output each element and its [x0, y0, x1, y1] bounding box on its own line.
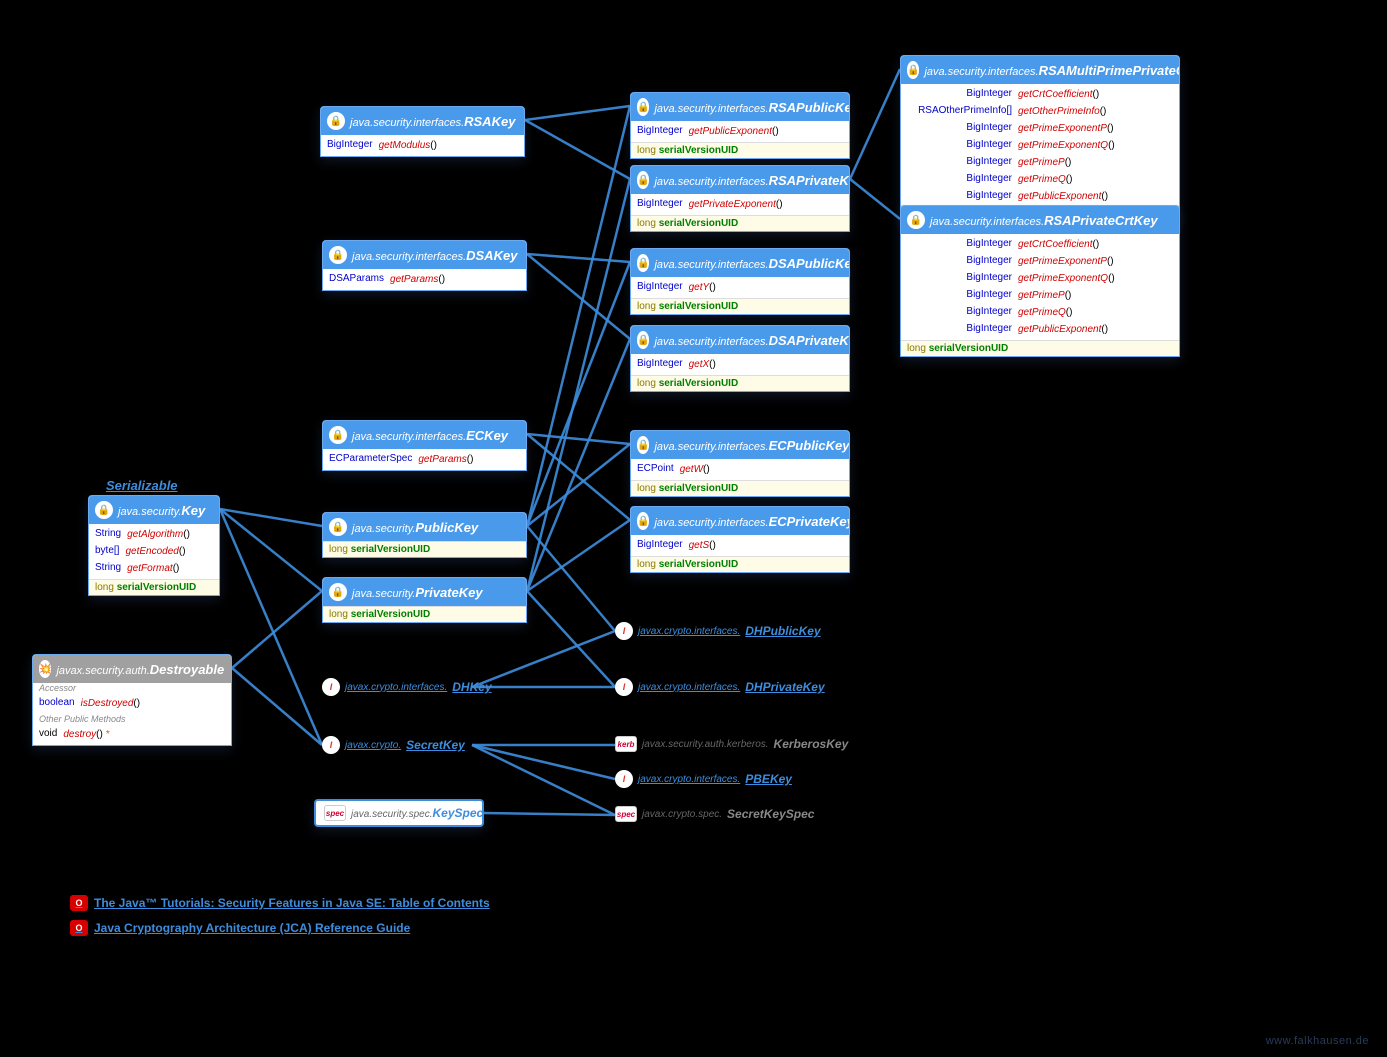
node-rsakey: 🔒java.security.interfaces.RSAKey BigInte…: [320, 106, 525, 157]
interface-icon: I: [322, 678, 340, 696]
section-label: Accessor: [33, 683, 231, 693]
link-secretkey[interactable]: Ijavax.crypto.SecretKey: [322, 736, 465, 754]
node-header[interactable]: 🔒 java.security.Key: [89, 496, 219, 524]
node-dsakey: 🔒java.security.interfaces.DSAKey DSAPara…: [322, 240, 527, 291]
section-label: Other Public Methods: [33, 714, 231, 724]
node-body: StringgetAlgorithm() byte[]getEncoded() …: [89, 524, 219, 579]
node-key: 🔒 java.security.Key StringgetAlgorithm()…: [88, 495, 220, 596]
node-field: long serialVersionUID: [89, 579, 219, 595]
node-publickey: 🔒java.security.PublicKey long serialVers…: [322, 512, 527, 558]
node-ecprivatekey: 🔒java.security.interfaces.ECPrivateKey B…: [630, 506, 850, 573]
interface-icon: 🔒: [637, 171, 649, 189]
node-privatekey: 🔒java.security.PrivateKey long serialVer…: [322, 577, 527, 623]
interface-icon: 🔒: [329, 583, 347, 601]
link-dhpublickey[interactable]: Ijavax.crypto.interfaces.DHPublicKey: [615, 622, 821, 640]
node-rsamultiprimeprivatecrtkey: 🔒java.security.interfaces.RSAMultiPrimeP…: [900, 55, 1180, 224]
node-ecpublickey: 🔒java.security.interfaces.ECPublicKey EC…: [630, 430, 850, 497]
kerb-icon: kerb: [615, 736, 637, 752]
interface-icon: I: [322, 736, 340, 754]
interface-icon: 🔒: [329, 518, 347, 536]
node-rsaprivatecrtkey: 🔒java.security.interfaces.RSAPrivateCrtK…: [900, 205, 1180, 357]
link-secretkeyspec[interactable]: specjavax.crypto.spec.SecretKeySpec: [615, 806, 814, 822]
interface-icon: I: [615, 770, 633, 788]
interface-icon: 🔒: [637, 436, 649, 454]
interface-icon: I: [615, 622, 633, 640]
link-pbekey[interactable]: Ijavax.crypto.interfaces.PBEKey: [615, 770, 792, 788]
node-header[interactable]: 💥 javax.security.auth.Destroyable: [33, 655, 231, 683]
spec-icon: spec: [615, 806, 637, 822]
interface-icon: 🔒: [907, 211, 925, 229]
node-eckey: 🔒java.security.interfaces.ECKey ECParame…: [322, 420, 527, 471]
node-dsaprivatekey: 🔒java.security.interfaces.DSAPrivateKey …: [630, 325, 850, 392]
node-dsapublickey: 🔒java.security.interfaces.DSAPublicKey B…: [630, 248, 850, 315]
interface-icon: 🔒: [637, 254, 649, 272]
link-kerberoskey[interactable]: kerbjavax.security.auth.kerberos.Kerbero…: [615, 736, 848, 752]
pkg: java.security.: [118, 506, 181, 518]
spec-icon: spec: [324, 805, 346, 821]
node-rsapublickey: 🔒java.security.interfaces.RSAPublicKey B…: [630, 92, 850, 159]
serializable-label[interactable]: Serializable: [106, 478, 178, 493]
reference-link-tutorials[interactable]: OThe Java™ Tutorials: Security Features …: [70, 895, 490, 911]
link-dhprivatekey[interactable]: Ijavax.crypto.interfaces.DHPrivateKey: [615, 678, 825, 696]
interface-icon: 🔒: [327, 112, 345, 130]
class-name: Key: [181, 503, 205, 518]
interface-icon: 🔒: [637, 98, 649, 116]
reference-link-jca[interactable]: OJava Cryptography Architecture (JCA) Re…: [70, 920, 410, 936]
interface-icon: I: [615, 678, 633, 696]
oracle-icon: O: [70, 920, 88, 936]
interface-icon: 🔒: [637, 512, 649, 530]
link-dhkey[interactable]: Ijavax.crypto.interfaces.DHKey: [322, 678, 492, 696]
node-destroyable: 💥 javax.security.auth.Destroyable Access…: [32, 654, 232, 746]
node-rsaprivatekey: 🔒java.security.interfaces.RSAPrivateKey …: [630, 165, 850, 232]
node-keyspec: spec java.security.spec.KeySpec: [314, 799, 484, 827]
interface-icon: 🔒: [637, 331, 649, 349]
class-diagram: Serializable 🔒 java.security.Key Stringg…: [0, 0, 1387, 1057]
interface-icon: 🔒: [907, 61, 919, 79]
interface-icon: 🔒: [95, 501, 113, 519]
interface-icon: 🔒: [329, 246, 347, 264]
interface-icon: 💥: [39, 660, 51, 678]
watermark: www.falkhausen.de: [1266, 1035, 1369, 1047]
oracle-icon: O: [70, 895, 88, 911]
interface-icon: 🔒: [329, 426, 347, 444]
